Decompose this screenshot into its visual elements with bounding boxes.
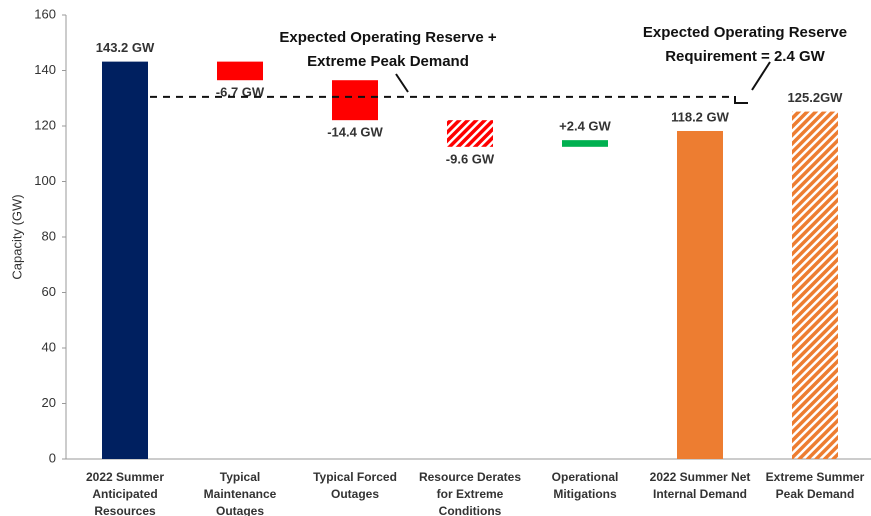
bar [792, 111, 838, 459]
y-tick-label: 160 [34, 6, 56, 21]
x-tick-label: Outages [216, 504, 264, 516]
x-tick-label: Internal Demand [653, 487, 747, 501]
annotation: Expected Operating Reserve + [279, 29, 496, 46]
data-label: -9.6 GW [446, 151, 495, 166]
bar [677, 130, 723, 459]
leader-line [751, 61, 771, 91]
y-tick-label: 40 [42, 339, 56, 354]
x-tick-label: Resource Derates [419, 470, 521, 484]
bar [217, 61, 263, 81]
annotation: Extreme Peak Demand [307, 53, 469, 70]
y-tick-label: 60 [42, 284, 56, 299]
x-tick-label: Conditions [439, 504, 502, 516]
y-tick-label: 20 [42, 395, 56, 410]
y-tick-label: 80 [42, 228, 56, 243]
x-tick-label: Anticipated [92, 487, 157, 501]
y-tick-label: 100 [34, 173, 56, 188]
bar [562, 140, 608, 147]
data-label: 118.2 GW [671, 109, 730, 124]
x-tick-label: Typical [220, 470, 260, 484]
x-tick-label: Maintenance [204, 487, 277, 501]
x-tick-label: Resources [94, 504, 156, 516]
x-tick-label: Operational [552, 470, 619, 484]
x-tick-label: Typical Forced [313, 470, 397, 484]
y-axis-label: Capacity (GW) [9, 194, 24, 279]
x-tick-label: for Extreme [437, 487, 504, 501]
x-tick-label: 2022 Summer Net [650, 470, 751, 484]
data-label: 143.2 GW [96, 40, 155, 55]
data-label: -14.4 GW [327, 125, 383, 140]
annotation: Requirement = 2.4 GW [665, 48, 825, 65]
x-tick-label: Mitigations [553, 487, 617, 501]
y-tick-label: 120 [34, 117, 56, 132]
x-tick-label: Outages [331, 487, 379, 501]
bracket [734, 96, 748, 104]
x-tick-label: 2022 Summer [86, 470, 164, 484]
leader-line [395, 73, 409, 93]
y-tick-label: 0 [49, 450, 56, 465]
bar [102, 61, 148, 460]
annotation: Expected Operating Reserve [643, 24, 847, 41]
x-tick-label: Extreme Summer [766, 470, 865, 484]
y-tick-label: 140 [34, 62, 56, 77]
data-label: 125.2GW [788, 90, 844, 105]
data-label: +2.4 GW [559, 119, 611, 134]
bar [447, 120, 493, 147]
bar [332, 80, 378, 121]
x-tick-label: Peak Demand [776, 487, 855, 501]
